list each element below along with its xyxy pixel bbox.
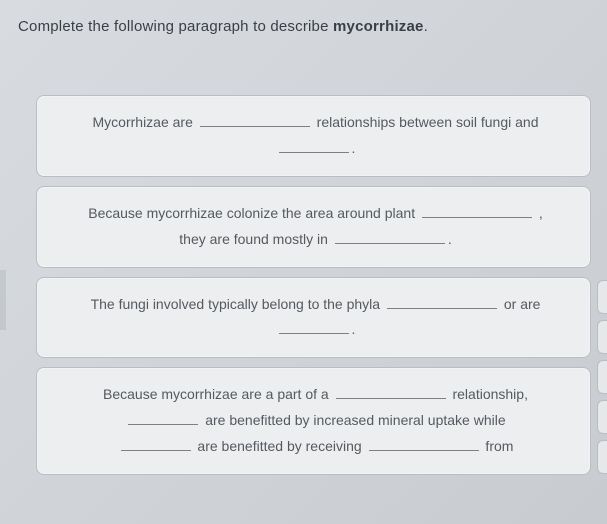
fill-blank[interactable]: [279, 139, 349, 153]
sentence-text: Because mycorrhizae are a part of a: [103, 386, 333, 402]
fill-blank[interactable]: [121, 437, 191, 451]
answer-chip-stub[interactable]: [597, 320, 607, 354]
instruction-text: Complete the following paragraph to desc…: [18, 18, 595, 35]
answer-chip-stubs: [597, 280, 607, 474]
sentence-text: .: [448, 231, 452, 247]
sentence-text: or are: [500, 296, 540, 312]
instruction-topic: mycorrhizae: [333, 18, 424, 35]
card-list: Mycorrhizae are relationships between so…: [18, 95, 595, 475]
sentence-text: from: [482, 438, 514, 454]
fill-blank[interactable]: [279, 320, 349, 334]
sentence-card: Mycorrhizae are relationships between so…: [36, 95, 591, 177]
sentence-text: they are found mostly in: [179, 231, 332, 247]
sentence-text: ,: [535, 205, 543, 221]
fill-blank[interactable]: [128, 411, 198, 425]
answer-chip-stub[interactable]: [597, 440, 607, 474]
left-edge-mark: [0, 270, 6, 330]
sentence-card: Because mycorrhizae are a part of a rela…: [36, 367, 591, 475]
sentence-text: .: [352, 321, 356, 337]
fill-blank[interactable]: [369, 437, 479, 451]
fill-blank[interactable]: [387, 295, 497, 309]
sentence-text: .: [352, 140, 356, 156]
fill-blank[interactable]: [200, 113, 310, 127]
sentence-text: are benefitted by receiving: [194, 438, 366, 454]
answer-chip-stub[interactable]: [597, 280, 607, 314]
answer-chip-stub[interactable]: [597, 400, 607, 434]
sentence-text: are benefitted by increased mineral upta…: [201, 412, 505, 428]
fill-blank[interactable]: [336, 385, 446, 399]
sentence-text: relationships between soil fungi and: [313, 114, 539, 130]
sentence-text: Because mycorrhizae colonize the area ar…: [88, 205, 419, 221]
sentence-text: Mycorrhizae are: [93, 114, 197, 130]
fill-blank[interactable]: [335, 230, 445, 244]
instruction-suffix: .: [424, 18, 428, 35]
sentence-card: The fungi involved typically belong to t…: [36, 277, 591, 359]
sentence-text: The fungi involved typically belong to t…: [91, 296, 384, 312]
answer-chip-stub[interactable]: [597, 360, 607, 394]
sentence-text: relationship,: [449, 386, 528, 402]
instruction-prefix: Complete the following paragraph to desc…: [18, 18, 333, 35]
fill-blank[interactable]: [422, 204, 532, 218]
sentence-card: Because mycorrhizae colonize the area ar…: [36, 186, 591, 268]
